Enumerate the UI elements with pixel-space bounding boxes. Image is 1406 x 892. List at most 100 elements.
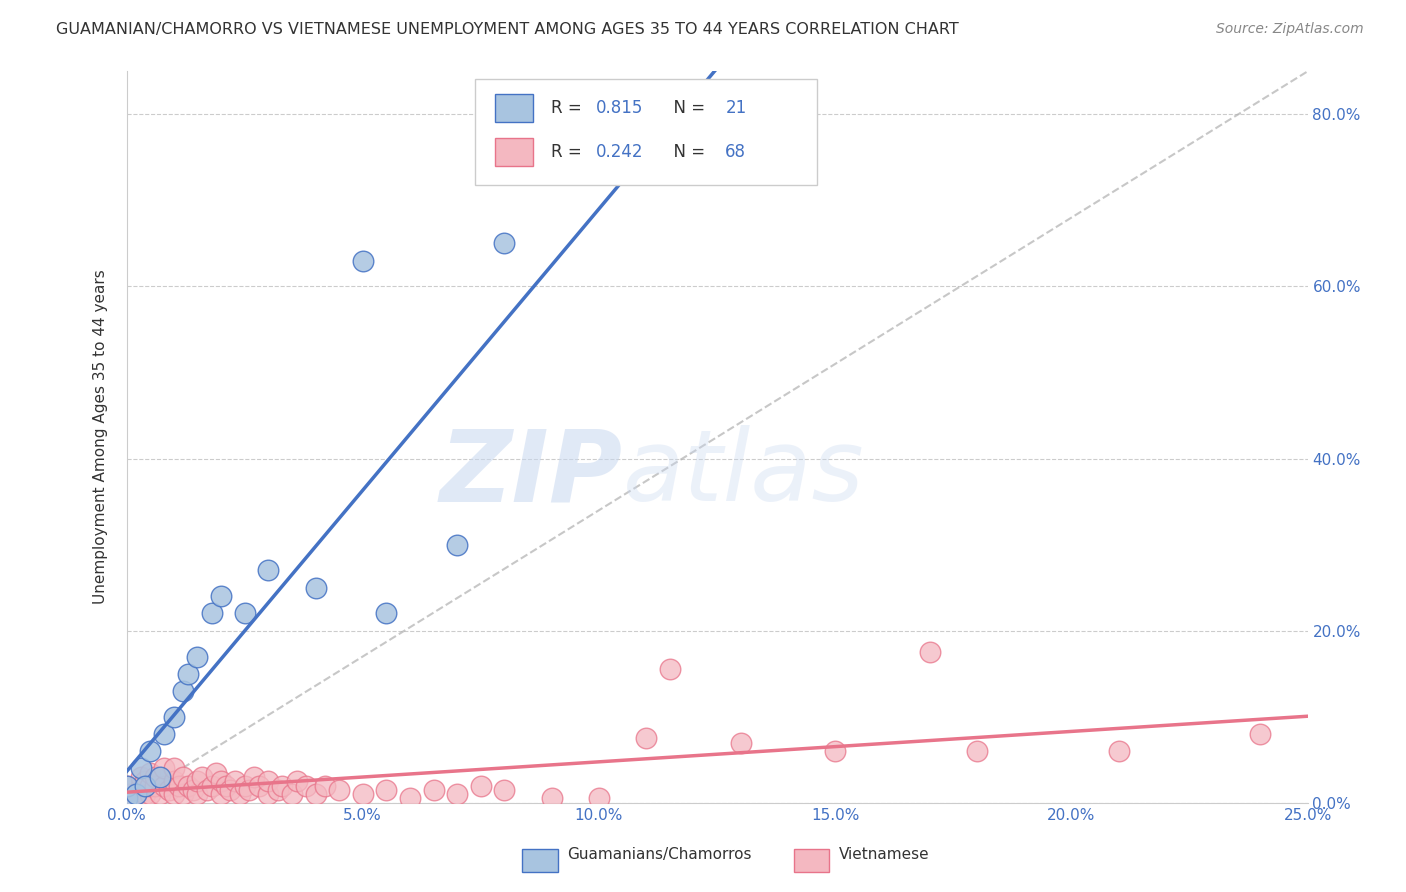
Point [153,727,176,741]
Point [257,774,280,789]
Point [177,779,200,793]
Point [129,770,152,784]
Point [540,791,562,805]
Y-axis label: Unemployment Among Ages 35 to 44 years: Unemployment Among Ages 35 to 44 years [93,269,108,605]
Point [125,787,148,801]
Point [224,774,246,789]
Point [636,731,658,746]
Point [399,791,422,805]
Point [215,779,238,793]
Text: Guamanians/Chamorros: Guamanians/Chamorros [567,847,752,862]
Point [352,253,374,268]
Point [314,779,336,793]
Text: 68: 68 [725,143,747,161]
Point [186,774,208,789]
Point [205,765,228,780]
Point [186,649,208,664]
FancyBboxPatch shape [475,78,817,185]
Point [172,787,194,801]
Point [219,783,242,797]
Point [115,779,138,793]
Point [163,787,186,801]
Point [658,662,681,676]
Point [129,779,152,793]
Text: Source: ZipAtlas.com: Source: ZipAtlas.com [1216,22,1364,37]
Point [271,779,294,793]
Text: 0.815: 0.815 [595,99,643,117]
Point [375,783,398,797]
Point [177,666,200,681]
Text: Vietnamese: Vietnamese [839,847,929,862]
Text: ZIP: ZIP [440,425,623,522]
Point [191,770,214,784]
FancyBboxPatch shape [495,94,533,122]
Point [163,774,186,789]
Text: N =: N = [662,143,710,161]
Point [139,779,162,793]
Point [494,236,516,251]
Point [243,770,266,784]
Point [195,783,218,797]
Point [209,589,232,603]
Point [209,787,232,801]
Point [139,765,162,780]
Point [115,787,138,801]
FancyBboxPatch shape [495,138,533,166]
Point [588,791,610,805]
Point [1249,727,1271,741]
Point [153,779,176,793]
Point [918,645,941,659]
Point [134,774,156,789]
Point [129,761,152,775]
Point [139,744,162,758]
Point [143,779,166,793]
Point [229,787,252,801]
Point [172,684,194,698]
Point [200,607,222,621]
Point [730,735,752,749]
Point [470,779,492,793]
Text: R =: R = [551,143,586,161]
Point [304,581,326,595]
Point [446,538,468,552]
Point [186,787,208,801]
Point [966,744,988,758]
Point [446,787,468,801]
Point [824,744,846,758]
Point [149,770,172,784]
Point [115,791,138,805]
Point [157,783,180,797]
Point [149,787,172,801]
Point [143,770,166,784]
Point [163,710,186,724]
Point [1108,744,1130,758]
Point [267,783,290,797]
Point [167,779,190,793]
Text: 0.242: 0.242 [595,143,643,161]
Point [281,787,304,801]
Point [115,791,138,805]
Point [285,774,308,789]
Point [115,779,138,793]
Text: N =: N = [662,99,710,117]
Point [375,607,398,621]
Point [153,761,176,775]
Point [139,787,162,801]
Point [352,787,374,801]
Point [247,779,270,793]
Point [163,761,186,775]
Point [494,783,516,797]
Text: GUAMANIAN/CHAMORRO VS VIETNAMESE UNEMPLOYMENT AMONG AGES 35 TO 44 YEARS CORRELAT: GUAMANIAN/CHAMORRO VS VIETNAMESE UNEMPLO… [56,22,959,37]
Point [125,787,148,801]
Point [134,779,156,793]
Point [172,770,194,784]
Point [238,783,260,797]
Point [257,564,280,578]
Text: R =: R = [551,99,586,117]
Text: atlas: atlas [623,425,865,522]
Text: 21: 21 [725,99,747,117]
Point [233,779,256,793]
Point [233,607,256,621]
Point [200,779,222,793]
Point [295,779,318,793]
